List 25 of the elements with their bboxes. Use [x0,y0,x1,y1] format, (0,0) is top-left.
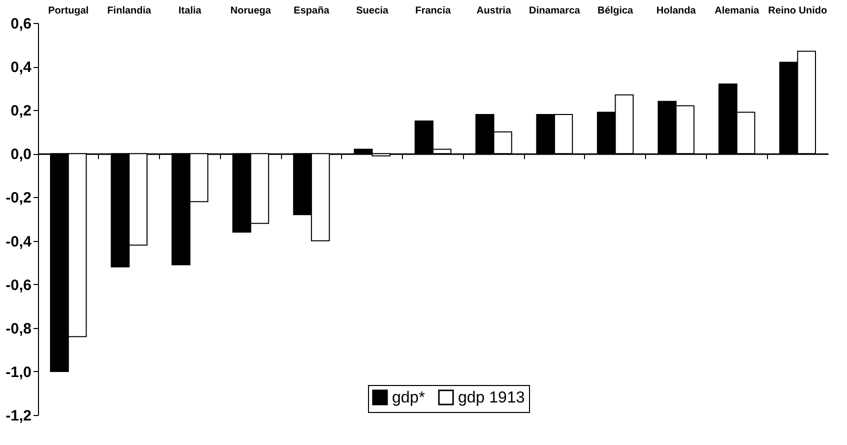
x-tick-label: Austria [476,6,512,16]
x-tick-label: Portugal [48,6,89,16]
x-tick-label: Dinamarca [528,6,581,16]
y-tick-label: 0,6 [10,16,32,32]
x-tick-label: Finlandia [107,6,152,16]
x-tick-label: Alemania [714,6,760,16]
legend-label: gdp 1913 [458,389,525,406]
x-tick-label: España [294,6,330,16]
x-tick-label: Suecia [356,6,389,16]
y-tick-label: -0,2 [6,190,32,207]
x-tick-label: Italia [178,6,202,16]
legend-label: gdp* [392,389,425,406]
y-tick-label: -0,8 [6,320,32,338]
y-tick-label: 0,2 [10,102,32,120]
x-tick-label: Reino Unido [768,6,828,16]
y-tick-label: -0,4 [6,233,32,250]
x-tick-label: Holanda [656,6,696,16]
y-tick-label: -1,0 [6,364,32,381]
y-tick-label: -0,6 [6,276,32,294]
x-tick-label: Noruega [230,6,272,16]
y-tick-label: -1,2 [6,408,32,424]
x-tick-label: Francia [415,6,452,16]
y-tick-label: 0,0 [10,146,32,164]
x-tick-label: Bélgica [598,6,634,16]
y-tick-label: 0,4 [10,59,32,76]
